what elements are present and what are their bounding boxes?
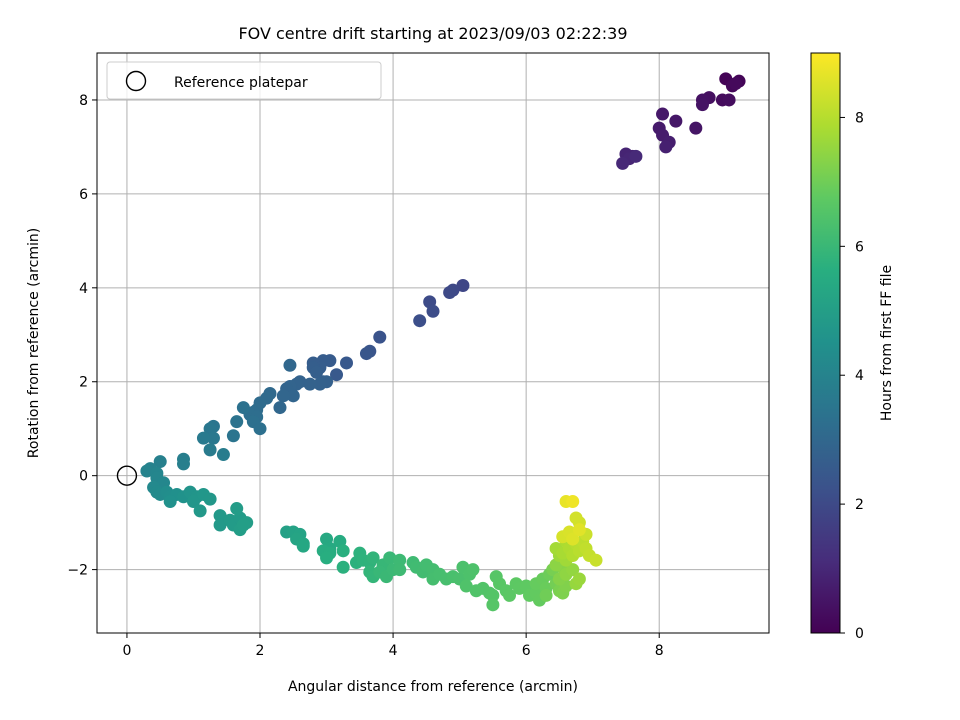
colorbar-gradient	[810, 52, 841, 634]
data-point	[413, 314, 427, 328]
data-point	[283, 358, 297, 372]
x-tick-label: 8	[655, 643, 664, 659]
x-axis-label: Angular distance from reference (arcmin)	[288, 679, 578, 695]
plot-frame	[96, 52, 770, 634]
data-point	[273, 401, 287, 415]
data-point	[383, 551, 397, 565]
data-point	[310, 365, 324, 379]
data-point	[443, 286, 457, 300]
y-axis-label: Rotation from reference (arcmin)	[26, 228, 42, 458]
data-point	[313, 377, 327, 391]
data-point	[572, 523, 586, 537]
y-tick-label: 4	[79, 281, 88, 297]
data-point	[253, 422, 267, 436]
data-point	[196, 431, 210, 445]
data-point	[566, 495, 580, 509]
colorbar-tick-label: 8	[855, 110, 864, 126]
x-tick-label: 2	[256, 643, 265, 659]
data-point	[589, 553, 603, 567]
data-point	[486, 588, 500, 602]
legend: Reference platepar	[106, 61, 382, 100]
data-point	[722, 93, 736, 107]
data-point	[566, 532, 580, 546]
data-point	[616, 156, 630, 170]
data-point	[213, 509, 227, 523]
data-point	[140, 464, 154, 478]
data-point	[236, 518, 250, 532]
y-tick-label: 8	[79, 93, 88, 109]
data-point	[336, 544, 350, 558]
data-point	[629, 149, 643, 163]
data-point	[729, 77, 743, 91]
data-point	[203, 492, 217, 506]
data-point	[286, 389, 300, 403]
data-point	[695, 98, 709, 112]
data-point	[689, 121, 703, 135]
data-point	[226, 429, 240, 443]
y-axis: −2 0 2 4 6 8	[67, 93, 97, 579]
chart-title: FOV centre drift starting at 2023/09/03 …	[238, 24, 627, 43]
data-point	[153, 455, 167, 469]
data-point	[456, 278, 470, 292]
reference-point-marker	[116, 465, 138, 486]
data-point	[193, 504, 207, 518]
data-points	[140, 72, 746, 612]
legend-entry: Reference platepar	[174, 75, 308, 91]
data-point	[426, 304, 440, 318]
data-point	[340, 356, 354, 370]
data-point	[296, 539, 310, 553]
data-point	[486, 598, 500, 612]
data-point	[230, 415, 244, 429]
data-point	[163, 495, 177, 509]
data-point	[656, 107, 670, 121]
data-point	[659, 140, 673, 154]
x-tick-label: 6	[522, 643, 531, 659]
data-point	[373, 330, 387, 344]
y-tick-label: 0	[79, 469, 88, 485]
colorbar-tick-label: 4	[855, 368, 864, 384]
data-point	[213, 518, 227, 532]
legend-marker	[125, 70, 147, 92]
colorbar-tick-label: 6	[855, 239, 864, 255]
data-point	[176, 457, 190, 471]
y-tick-label: 6	[79, 187, 88, 203]
data-point	[459, 579, 473, 593]
data-point	[569, 511, 583, 525]
data-point	[359, 347, 373, 361]
x-tick-label: 4	[389, 643, 398, 659]
y-tick-label: −2	[67, 563, 88, 579]
x-axis: 0 2 4 6 8	[122, 633, 664, 659]
data-point	[206, 431, 220, 445]
data-point	[276, 389, 290, 403]
data-point	[566, 563, 580, 577]
data-point	[336, 560, 350, 574]
data-point	[303, 377, 317, 391]
data-point	[330, 368, 344, 382]
data-point	[572, 572, 586, 586]
data-point	[503, 588, 517, 602]
data-point	[236, 401, 250, 415]
y-tick-label: 2	[79, 375, 88, 391]
data-point	[669, 114, 683, 128]
data-point	[230, 502, 244, 516]
data-point	[393, 563, 407, 577]
legend-box	[106, 61, 382, 100]
colorbar-ticks: 0 2 4 6 8	[840, 110, 864, 642]
data-point	[203, 443, 217, 457]
colorbar: 0 2 4 6 8 Hours from first FF file	[810, 52, 895, 642]
data-point	[539, 588, 553, 602]
colorbar-tick-label: 2	[855, 497, 864, 513]
colorbar-tick-label: 0	[855, 626, 864, 642]
data-point	[393, 553, 407, 567]
data-point	[216, 448, 230, 462]
data-point	[466, 563, 480, 577]
data-point	[366, 551, 380, 565]
x-tick-label: 0	[122, 643, 131, 659]
data-point	[186, 495, 200, 509]
data-point	[320, 551, 334, 565]
colorbar-label: Hours from first FF file	[879, 265, 895, 421]
